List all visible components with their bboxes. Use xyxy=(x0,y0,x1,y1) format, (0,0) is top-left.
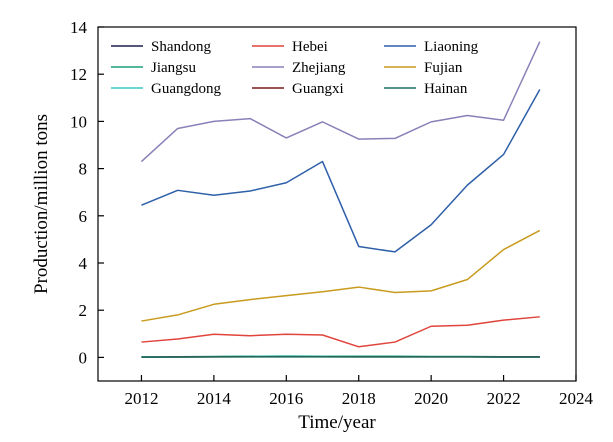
x-tick-label: 2016 xyxy=(269,389,303,408)
legend-label-guangdong: Guangdong xyxy=(151,81,221,97)
legend-label-shandong: Shandong xyxy=(151,39,212,55)
legend-label-jiangsu: Jiangsu xyxy=(151,60,197,76)
legend: Shandong Hebei Liaoning Jiangsu Zhejiang Fuji… xyxy=(111,39,479,97)
y-tick-label: 6 xyxy=(79,207,88,226)
x-tick-label: 2024 xyxy=(559,389,594,408)
y-axis-label: Production/million tons xyxy=(31,114,52,294)
y-tick-label: 14 xyxy=(70,18,88,37)
series-line-fujian xyxy=(141,229,541,322)
legend-label-hainan: Hainan xyxy=(424,81,468,97)
legend-label-guangxi: Guangxi xyxy=(292,81,344,97)
y-tick-label: 8 xyxy=(79,160,88,179)
x-tick-label: 2012 xyxy=(124,389,158,408)
y-tick-label: 12 xyxy=(70,65,87,84)
x-axis-label: Time/year xyxy=(298,412,376,433)
x-tick-label: 2018 xyxy=(342,389,376,408)
x-tick-label: 2020 xyxy=(414,389,448,408)
series-line-liaoning xyxy=(141,89,541,253)
legend-label-fujian: Fujian xyxy=(424,60,463,76)
y-tick-label: 10 xyxy=(70,112,87,131)
axis-ticks: 2012 2014 2016 2018 2020 2022 2024 0 2 4 6 8 10 12 14 xyxy=(70,18,594,408)
y-tick-label: 4 xyxy=(79,254,88,273)
series-line-zhejiang xyxy=(140,41,541,163)
y-tick-label: 2 xyxy=(79,301,88,320)
x-tick-label: 2022 xyxy=(487,389,521,408)
x-tick-label: 2014 xyxy=(197,389,232,408)
plot-frame xyxy=(97,26,577,382)
legend-label-zhejiang: Zhejiang xyxy=(292,60,346,76)
legend-label-liaoning: Liaoning xyxy=(424,39,479,55)
series-line-hebei xyxy=(141,316,540,348)
legend-label-hebei: Hebei xyxy=(292,39,328,55)
y-tick-label: 0 xyxy=(79,348,88,367)
series-lines xyxy=(140,41,541,358)
